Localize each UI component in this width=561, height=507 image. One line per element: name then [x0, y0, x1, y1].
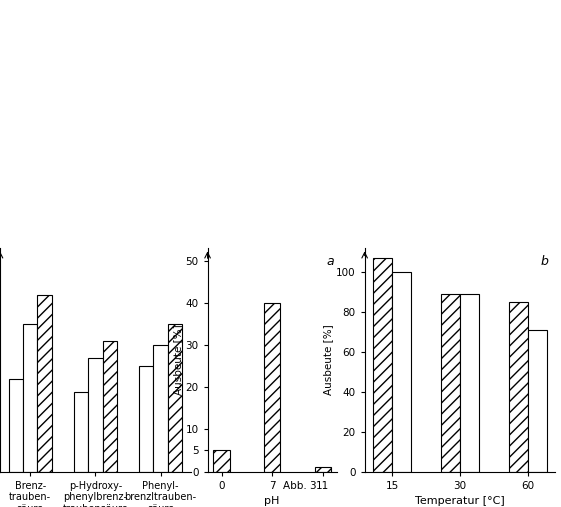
Text: b: b	[540, 255, 548, 268]
Y-axis label: Ausbeute [%]: Ausbeute [%]	[323, 324, 333, 395]
Bar	[315, 467, 331, 472]
Bar	[213, 450, 229, 472]
Bar	[8, 379, 23, 472]
Bar	[441, 294, 460, 472]
Bar	[38, 295, 52, 472]
Text: Abb. 3: Abb. 3	[283, 481, 317, 491]
Bar	[74, 391, 88, 472]
Y-axis label: Ausbeute [%]: Ausbeute [%]	[173, 324, 183, 395]
X-axis label: Temperatur [°C]: Temperatur [°C]	[415, 496, 505, 506]
Bar	[88, 358, 103, 472]
Bar	[103, 341, 117, 472]
Bar	[168, 324, 182, 472]
Bar	[509, 302, 528, 472]
X-axis label: pH: pH	[264, 496, 280, 506]
Bar	[153, 345, 168, 472]
Bar	[23, 324, 38, 472]
Bar	[460, 294, 479, 472]
Bar	[264, 303, 280, 472]
Bar	[528, 330, 547, 472]
Bar	[373, 259, 392, 472]
Text: a: a	[327, 255, 334, 268]
Bar	[392, 272, 411, 472]
Bar	[139, 366, 153, 472]
